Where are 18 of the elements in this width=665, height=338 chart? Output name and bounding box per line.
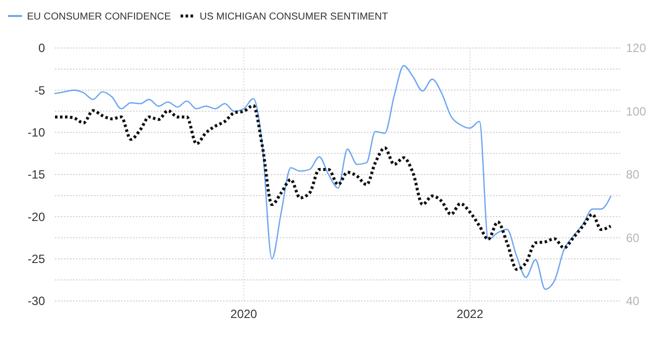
y-tick-label: -30 [28,294,46,308]
y-tick-label: 0 [38,41,46,56]
y2-tick-label: 120 [626,41,646,56]
line-series [54,65,612,290]
y2-tick-label: 100 [626,104,646,118]
y-tick-label: -5 [34,83,46,98]
y-tick-label: -10 [28,126,46,140]
x-tick-label: 2022 [456,307,484,321]
legend-label: EU CONSUMER CONFIDENCE [27,12,172,22]
y2-tick-label: 60 [626,230,640,245]
y-tick-label: -25 [28,252,46,266]
y-tick-label: -20 [28,210,46,224]
y-tick-label: -15 [28,168,46,182]
y2-tick-label: 80 [626,168,640,182]
legend-label: US MICHIGAN CONSUMER SENTIMENT [200,12,388,22]
line-series [54,104,612,271]
y2-tick-label: 40 [626,294,640,308]
x-tick-label: 2020 [230,307,258,321]
